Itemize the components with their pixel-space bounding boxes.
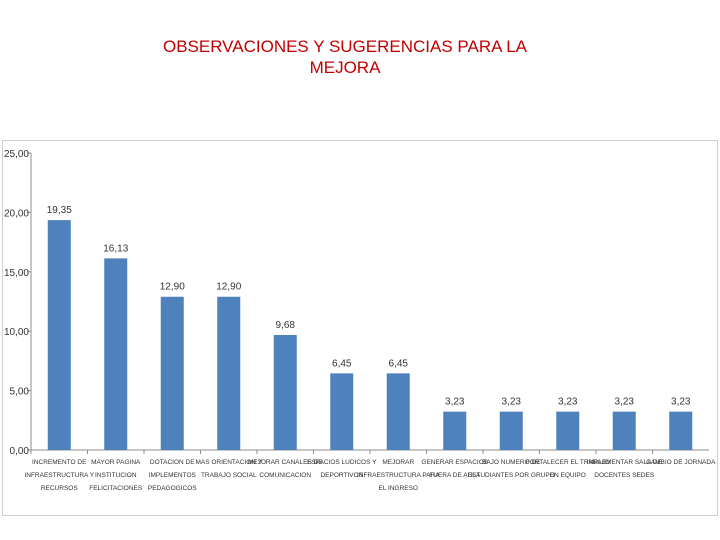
data-label: 12,90 <box>216 282 241 293</box>
category-label-line: MAYOR PAGINA <box>91 459 141 466</box>
category-label-line: RECURSOS <box>41 485 79 492</box>
category-label-line: INFRAESTRUCTURA Y <box>24 472 94 479</box>
category-label-line: INFRAESTRUCTURA PARA <box>357 472 440 479</box>
category-label: GENERAR ESPACIOS FUERA DE AULA <box>421 459 488 479</box>
category-label: MAYOR PAGINA INSTITUCION FELICITACIONES <box>89 459 143 492</box>
category-label-line: DOCENTES SEDES <box>594 472 655 479</box>
data-label: 12,90 <box>160 282 185 293</box>
data-label: 6,45 <box>389 358 409 369</box>
bar <box>443 411 467 450</box>
page-title-line-1: OBSERVACIONES Y SUGERENCIAS PARA LA <box>162 37 528 56</box>
bar <box>669 411 693 450</box>
data-labels: 19,35 16,13 12,90 12,90 9,68 6,45 6,45 3,23 3,23… <box>47 205 691 408</box>
category-label: INCREMENTO DE INFRAESTRUCTURA Y RECURSOS <box>24 459 94 492</box>
category-label: MEJORAR INFRAESTRUCTURA PARA EL INGRESO <box>357 459 440 492</box>
category-label-line: COMUNICACION <box>259 472 311 479</box>
category-label: DOTACION DE IMPLEMENTOS PEDAGOGICOS <box>148 459 197 492</box>
data-label: 3,23 <box>502 397 522 408</box>
data-label: 3,23 <box>671 397 691 408</box>
bar <box>612 411 636 450</box>
bar <box>273 335 297 450</box>
category-label-line: ESPACIOS LUDICOS Y <box>307 459 377 466</box>
category-label: IMPLEMENTAR SALA DE DOCENTES SEDES <box>587 459 663 479</box>
page-title: OBSERVACIONES Y SUGERENCIAS PARA LA MEJO… <box>100 36 590 78</box>
y-tick-label: 20,00 <box>4 208 29 219</box>
category-labels: INCREMENTO DE INFRAESTRUCTURA Y RECURSOS MA… <box>24 459 716 492</box>
category-label-line: FUERA DE AULA <box>429 472 481 479</box>
category-label: BAJO NUMERO DE ESTUDIANTES POR GRUPO <box>468 459 555 479</box>
page-title-line-2: MEJORA <box>309 58 381 77</box>
category-label-line: EL INGRESO <box>379 485 419 492</box>
bar <box>330 373 354 450</box>
data-label: 6,45 <box>332 358 352 369</box>
category-label-line: FORTALECER EL TRABAJO <box>526 459 610 466</box>
bar <box>499 411 523 450</box>
category-label-line: MAS ORIENTACION Y <box>195 459 262 466</box>
category-label-line: IMPLEMENTAR SALA DE <box>587 459 663 466</box>
bar <box>47 220 71 450</box>
y-axis: 0,00 5,00 10,00 15,00 20,00 25,00 <box>4 149 709 457</box>
category-label-line: IMPLEMENTOS <box>149 472 197 479</box>
category-label: FORTALECER EL TRABAJO EN EQUIPO <box>526 459 610 479</box>
category-label-line: INSTITUCION <box>95 472 137 479</box>
category-label-line: INCREMENTO DE <box>32 459 87 466</box>
y-tick-label: 10,00 <box>4 327 29 338</box>
y-tick-label: 5,00 <box>10 387 30 398</box>
chart-frame: 0,00 5,00 10,00 15,00 20,00 25,00 19,35 16,13 1… <box>2 140 718 516</box>
data-label: 9,68 <box>276 320 296 331</box>
category-label-line: FELICITACIONES <box>89 485 143 492</box>
bars <box>47 220 693 450</box>
bar <box>104 258 128 450</box>
data-label: 16,13 <box>103 243 128 254</box>
category-label-line: TRABAJO SOCIAL <box>201 472 257 479</box>
category-label-line: BAJO NUMERO DE <box>482 459 541 466</box>
category-label: CAMBIO DE JORNADA <box>646 459 716 466</box>
category-label-line: CAMBIO DE JORNADA <box>646 459 716 466</box>
data-label: 3,23 <box>615 397 635 408</box>
data-label: 19,35 <box>47 205 72 216</box>
category-label-line: MEJORAR CANALES DE <box>248 459 323 466</box>
y-tick-label: 15,00 <box>4 268 29 279</box>
category-label-line: ESTUDIANTES POR GRUPO <box>468 472 555 479</box>
bar <box>556 411 580 450</box>
category-label-line: EN EQUIPO <box>550 472 586 479</box>
bar <box>160 296 184 450</box>
y-tick-label: 0,00 <box>10 446 30 457</box>
category-label-line: PEDAGOGICOS <box>148 485 197 492</box>
category-label-line: MEJORAR <box>382 459 414 466</box>
category-label-line: GENERAR ESPACIOS <box>421 459 488 466</box>
bar <box>386 373 410 450</box>
category-label: MEJORAR CANALES DE COMUNICACION <box>248 459 323 479</box>
y-tick-label: 25,00 <box>4 149 29 160</box>
category-label-line: DOTACION DE <box>150 459 195 466</box>
bar <box>217 296 241 450</box>
category-label: ESPACIOS LUDICOS Y DEPORTIVOS <box>307 459 377 479</box>
data-label: 3,23 <box>445 397 465 408</box>
data-label: 3,23 <box>558 397 578 408</box>
category-label-line: DEPORTIVOS <box>320 472 363 479</box>
category-label: MAS ORIENTACION Y TRABAJO SOCIAL <box>195 459 262 479</box>
